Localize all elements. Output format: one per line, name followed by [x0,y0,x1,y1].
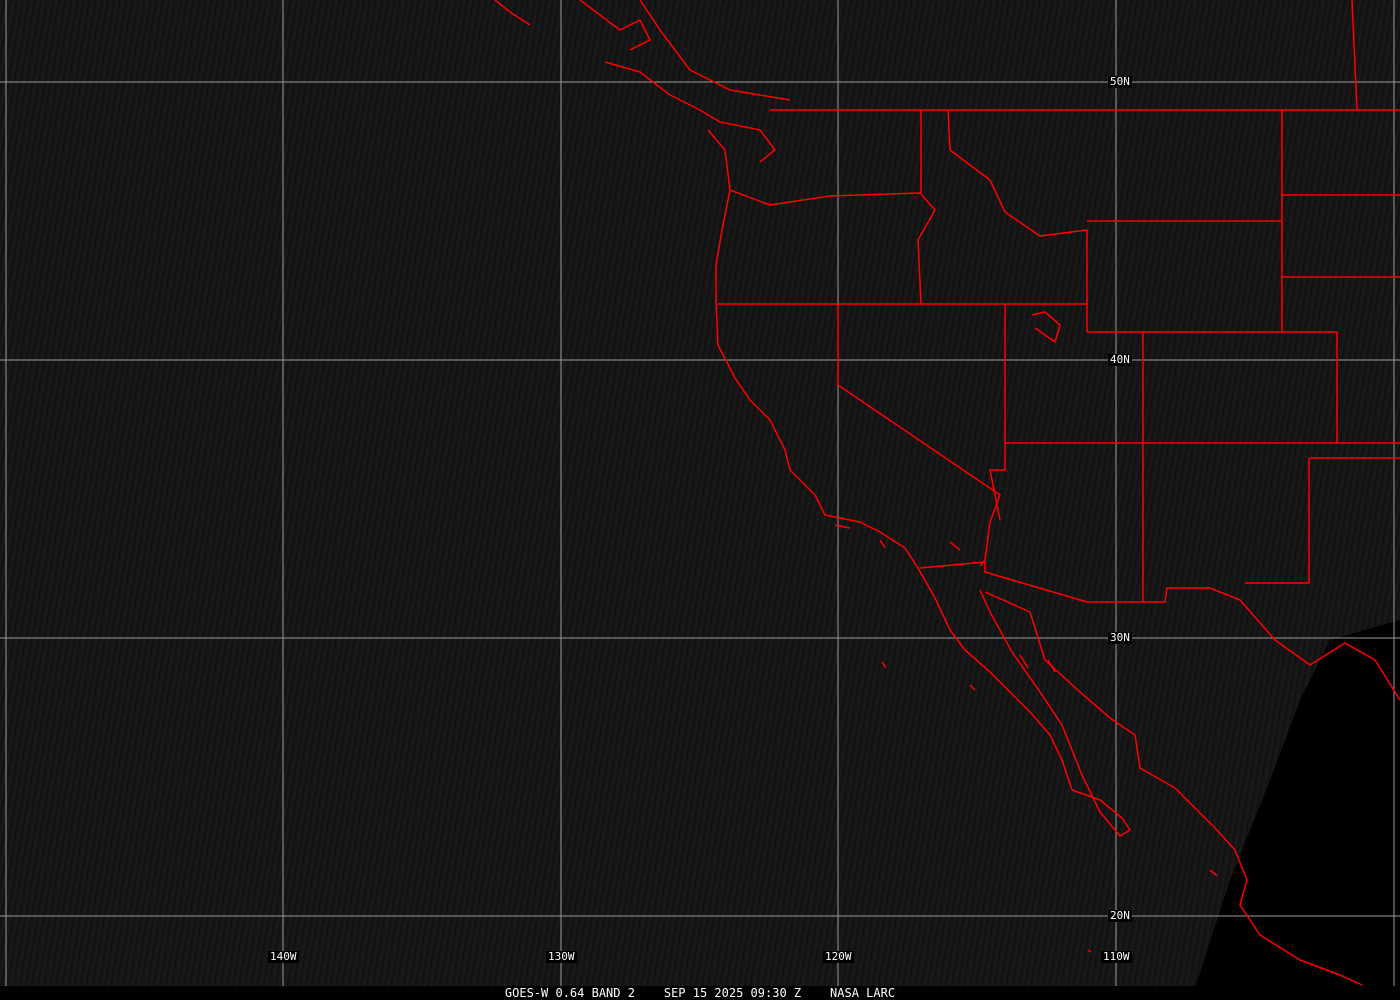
border-id-mt [947,109,1088,332]
no-data-region [1195,620,1400,988]
caption-datetime: SEP 15 2025 09:30 Z [663,986,802,1000]
lat-label-40n: 40N [1108,353,1132,366]
coastline-mexico [984,591,1363,986]
boundaries [494,0,1400,986]
lat-label-20n: 20N [1108,909,1132,922]
coastline-us-west [707,129,1131,837]
lon-label-120w: 120W [823,950,854,963]
great-salt-lake [1031,311,1061,343]
border-us-mexico [919,561,1400,701]
lon-label-140w: 140W [268,950,299,963]
coastline-canada [494,0,531,26]
image-caption: GOES-W 0.64 BAND 2 SEP 15 2025 09:30 Z N… [0,986,1400,1000]
border-ca-nv [837,304,1001,567]
lat-label-30n: 30N [1108,631,1132,644]
vancouver-island [604,61,776,163]
lat-label-50n: 50N [1108,75,1132,88]
caption-satellite: GOES-W 0.64 BAND 2 [504,986,635,1000]
caption-source: NASA LARC [830,986,896,1000]
lon-label-130w: 130W [546,950,577,963]
lon-label-110w: 110W [1101,950,1132,963]
border-wa-or [729,189,936,305]
